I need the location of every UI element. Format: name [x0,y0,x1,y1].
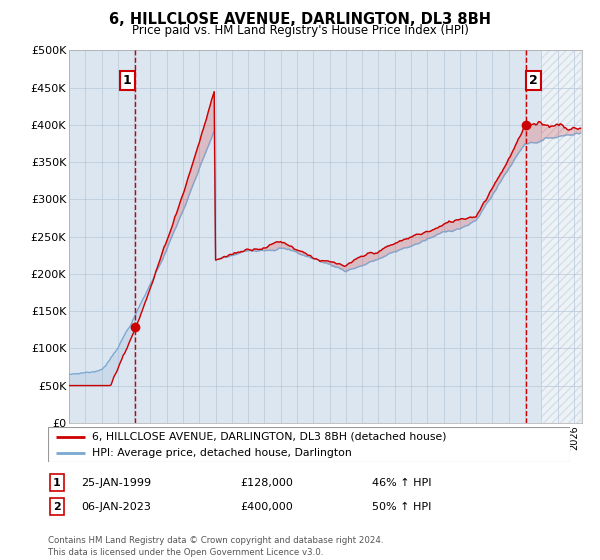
Text: £400,000: £400,000 [240,502,293,512]
Text: 2: 2 [529,74,538,87]
Text: 06-JAN-2023: 06-JAN-2023 [81,502,151,512]
Text: Price paid vs. HM Land Registry's House Price Index (HPI): Price paid vs. HM Land Registry's House … [131,24,469,36]
Text: £128,000: £128,000 [240,478,293,488]
FancyBboxPatch shape [48,427,570,462]
Text: 6, HILLCLOSE AVENUE, DARLINGTON, DL3 8BH: 6, HILLCLOSE AVENUE, DARLINGTON, DL3 8BH [109,12,491,27]
Text: 2: 2 [53,502,61,512]
Text: Contains HM Land Registry data © Crown copyright and database right 2024.
This d: Contains HM Land Registry data © Crown c… [48,536,383,557]
Text: HPI: Average price, detached house, Darlington: HPI: Average price, detached house, Darl… [92,448,352,458]
Text: 1: 1 [123,74,131,87]
Text: 46% ↑ HPI: 46% ↑ HPI [372,478,431,488]
Text: 6, HILLCLOSE AVENUE, DARLINGTON, DL3 8BH (detached house): 6, HILLCLOSE AVENUE, DARLINGTON, DL3 8BH… [92,432,447,442]
Text: 25-JAN-1999: 25-JAN-1999 [81,478,151,488]
Text: 1: 1 [53,478,61,488]
Text: 50% ↑ HPI: 50% ↑ HPI [372,502,431,512]
